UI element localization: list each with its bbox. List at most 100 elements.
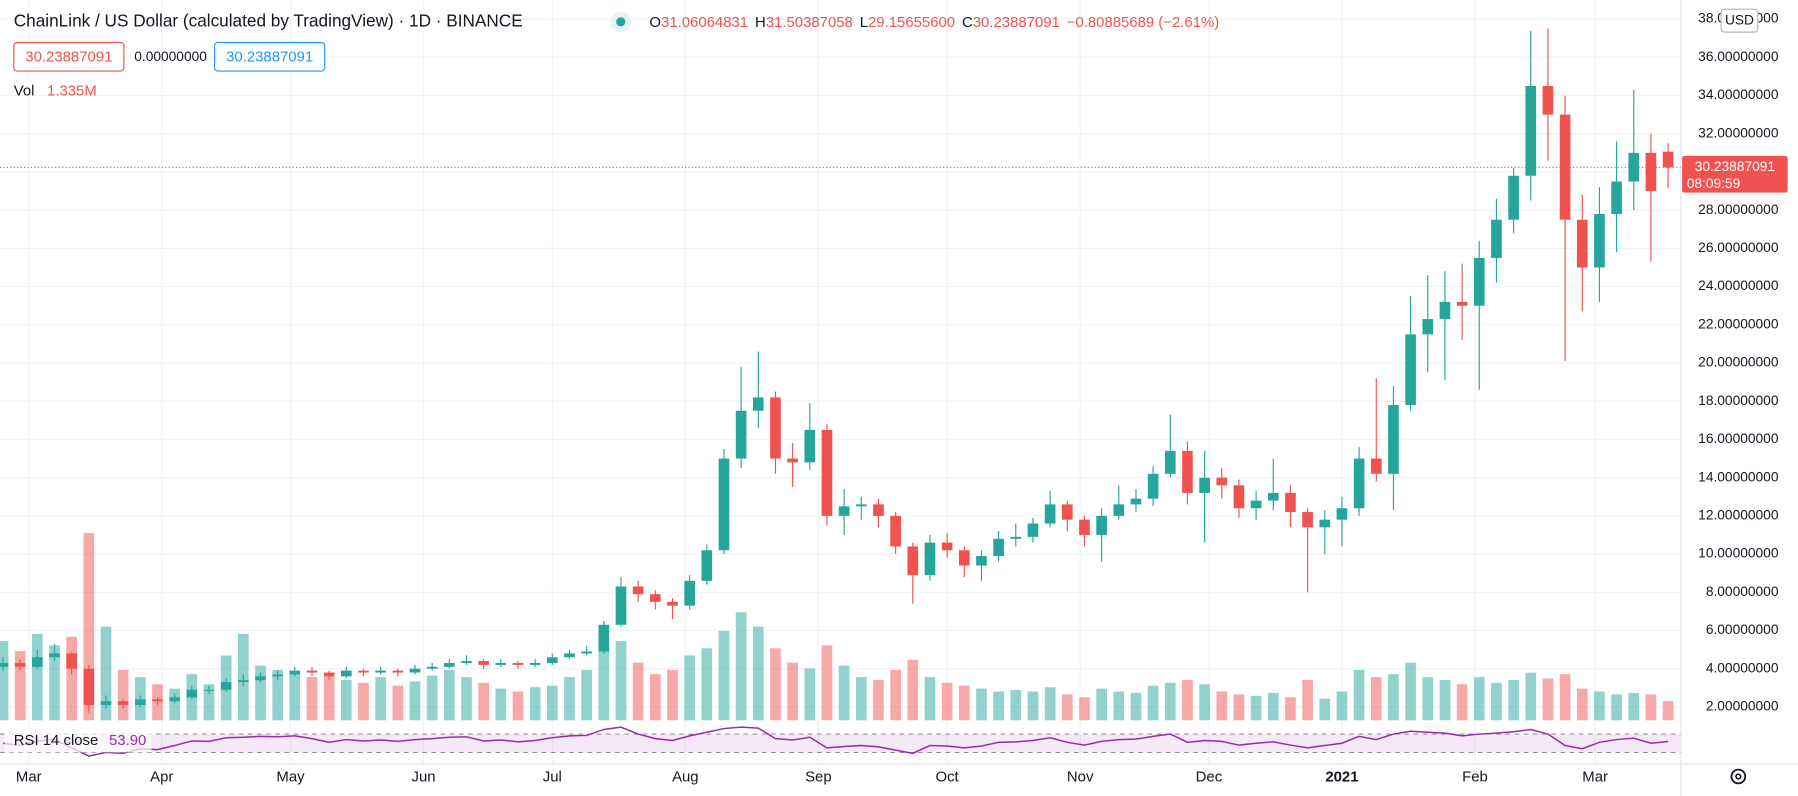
volume-bar [976, 688, 987, 721]
volume-bar [1576, 688, 1588, 721]
candle-body [1164, 450, 1176, 474]
volume-bar [1199, 684, 1210, 721]
candle-body [598, 624, 610, 652]
ask-box[interactable] [213, 41, 326, 72]
candle-body [1422, 319, 1434, 335]
candle-body [1113, 504, 1125, 516]
volume-bar [49, 645, 60, 721]
candle-body [1216, 477, 1228, 486]
bid-box[interactable] [13, 41, 125, 72]
volume-bar [1216, 691, 1228, 721]
candle-body [186, 689, 198, 698]
volume-bar [770, 648, 781, 721]
volume-bar [272, 669, 283, 721]
volume-bar [649, 674, 661, 721]
candle-body [564, 653, 575, 658]
volume-bar [1611, 694, 1622, 721]
volume-bar [66, 636, 77, 721]
candle-body [289, 670, 301, 675]
candle-body [1233, 485, 1245, 509]
overlay: ChainLink / US Dollar (calculated by Tra… [4, 8, 1788, 785]
volume-bar [752, 626, 764, 721]
countdown: 08:09:59 [1687, 176, 1741, 191]
volume-bar [564, 677, 575, 721]
candle-body [1525, 85, 1537, 176]
volume-bar [855, 677, 867, 721]
candle-body [976, 555, 987, 566]
candle-body [1147, 473, 1159, 499]
candle-body [1576, 219, 1588, 268]
ohlc-low: 29.15655600 [868, 15, 955, 31]
candle-body [306, 670, 318, 673]
gear-ring [1730, 768, 1747, 785]
volume-bar [340, 679, 352, 721]
candle-body [83, 668, 95, 706]
candle-body [1027, 523, 1039, 537]
volume-bar [907, 659, 919, 721]
candle-body [375, 670, 386, 673]
volume-bar [993, 691, 1004, 721]
rsi-pane [0, 726, 1681, 757]
candle-body [1388, 405, 1399, 474]
volume-bar [1336, 691, 1348, 721]
volume-bar [1096, 688, 1107, 721]
volume-bar [890, 669, 901, 721]
volume-bar [941, 682, 953, 721]
candle-body [1594, 213, 1605, 268]
volume-bar [32, 633, 43, 721]
volume-bar [529, 687, 541, 721]
volume-bar [358, 682, 369, 721]
volume-bar [1302, 679, 1313, 721]
x-tick-label: Apr [150, 770, 173, 786]
y-tick-label: 2.00000000 [1706, 699, 1779, 714]
x-tick-label: Mar [16, 770, 42, 786]
volume-bar [495, 688, 507, 721]
candle-body [1353, 458, 1365, 509]
bid-price: 30.23887091 [25, 49, 112, 65]
volume-bar [323, 672, 335, 721]
volume-bar [1353, 669, 1365, 721]
volume-bar [1473, 677, 1485, 721]
volume-bar [409, 681, 421, 721]
candle-body [1508, 175, 1519, 220]
candle-body [1061, 504, 1073, 520]
volume-bar [1113, 691, 1125, 721]
volume-bar [14, 651, 26, 721]
candle-body [838, 506, 850, 516]
candle-body [1044, 504, 1056, 524]
candle-body [804, 429, 816, 463]
volume-bar [1027, 691, 1039, 721]
candle-body [512, 662, 524, 665]
candle-body [1542, 85, 1554, 115]
candle-body [873, 504, 884, 516]
candle-body [1319, 519, 1331, 528]
candle-body [272, 674, 283, 677]
candle-body [1010, 536, 1022, 539]
candle-body [358, 670, 369, 673]
volume-bar [169, 688, 180, 721]
candle-body [1628, 152, 1640, 182]
candle-body [1491, 219, 1502, 258]
volume-bar [83, 533, 95, 721]
chart-title: ChainLink / US Dollar (calculated by Tra… [14, 10, 523, 30]
volume-bar [735, 612, 747, 721]
x-tick-label: Jun [412, 770, 436, 786]
candle-body [135, 699, 146, 706]
ohlc-h: H [755, 15, 766, 31]
volume-bar [443, 669, 455, 721]
x-tick-label: Nov [1067, 770, 1094, 786]
candle-body [855, 504, 867, 507]
volume-bar [1594, 691, 1605, 721]
volume-bar [478, 682, 489, 721]
candle-body [907, 546, 919, 576]
candle-body [701, 550, 713, 581]
volume-bar [873, 679, 884, 721]
volume-bar [701, 648, 713, 721]
volume-bar [1388, 674, 1399, 721]
grid [0, 0, 1681, 764]
volume-bar [1233, 694, 1245, 721]
volume-bar [117, 669, 129, 721]
currency-button[interactable] [1720, 8, 1759, 33]
settings-icon[interactable] [1730, 768, 1747, 785]
